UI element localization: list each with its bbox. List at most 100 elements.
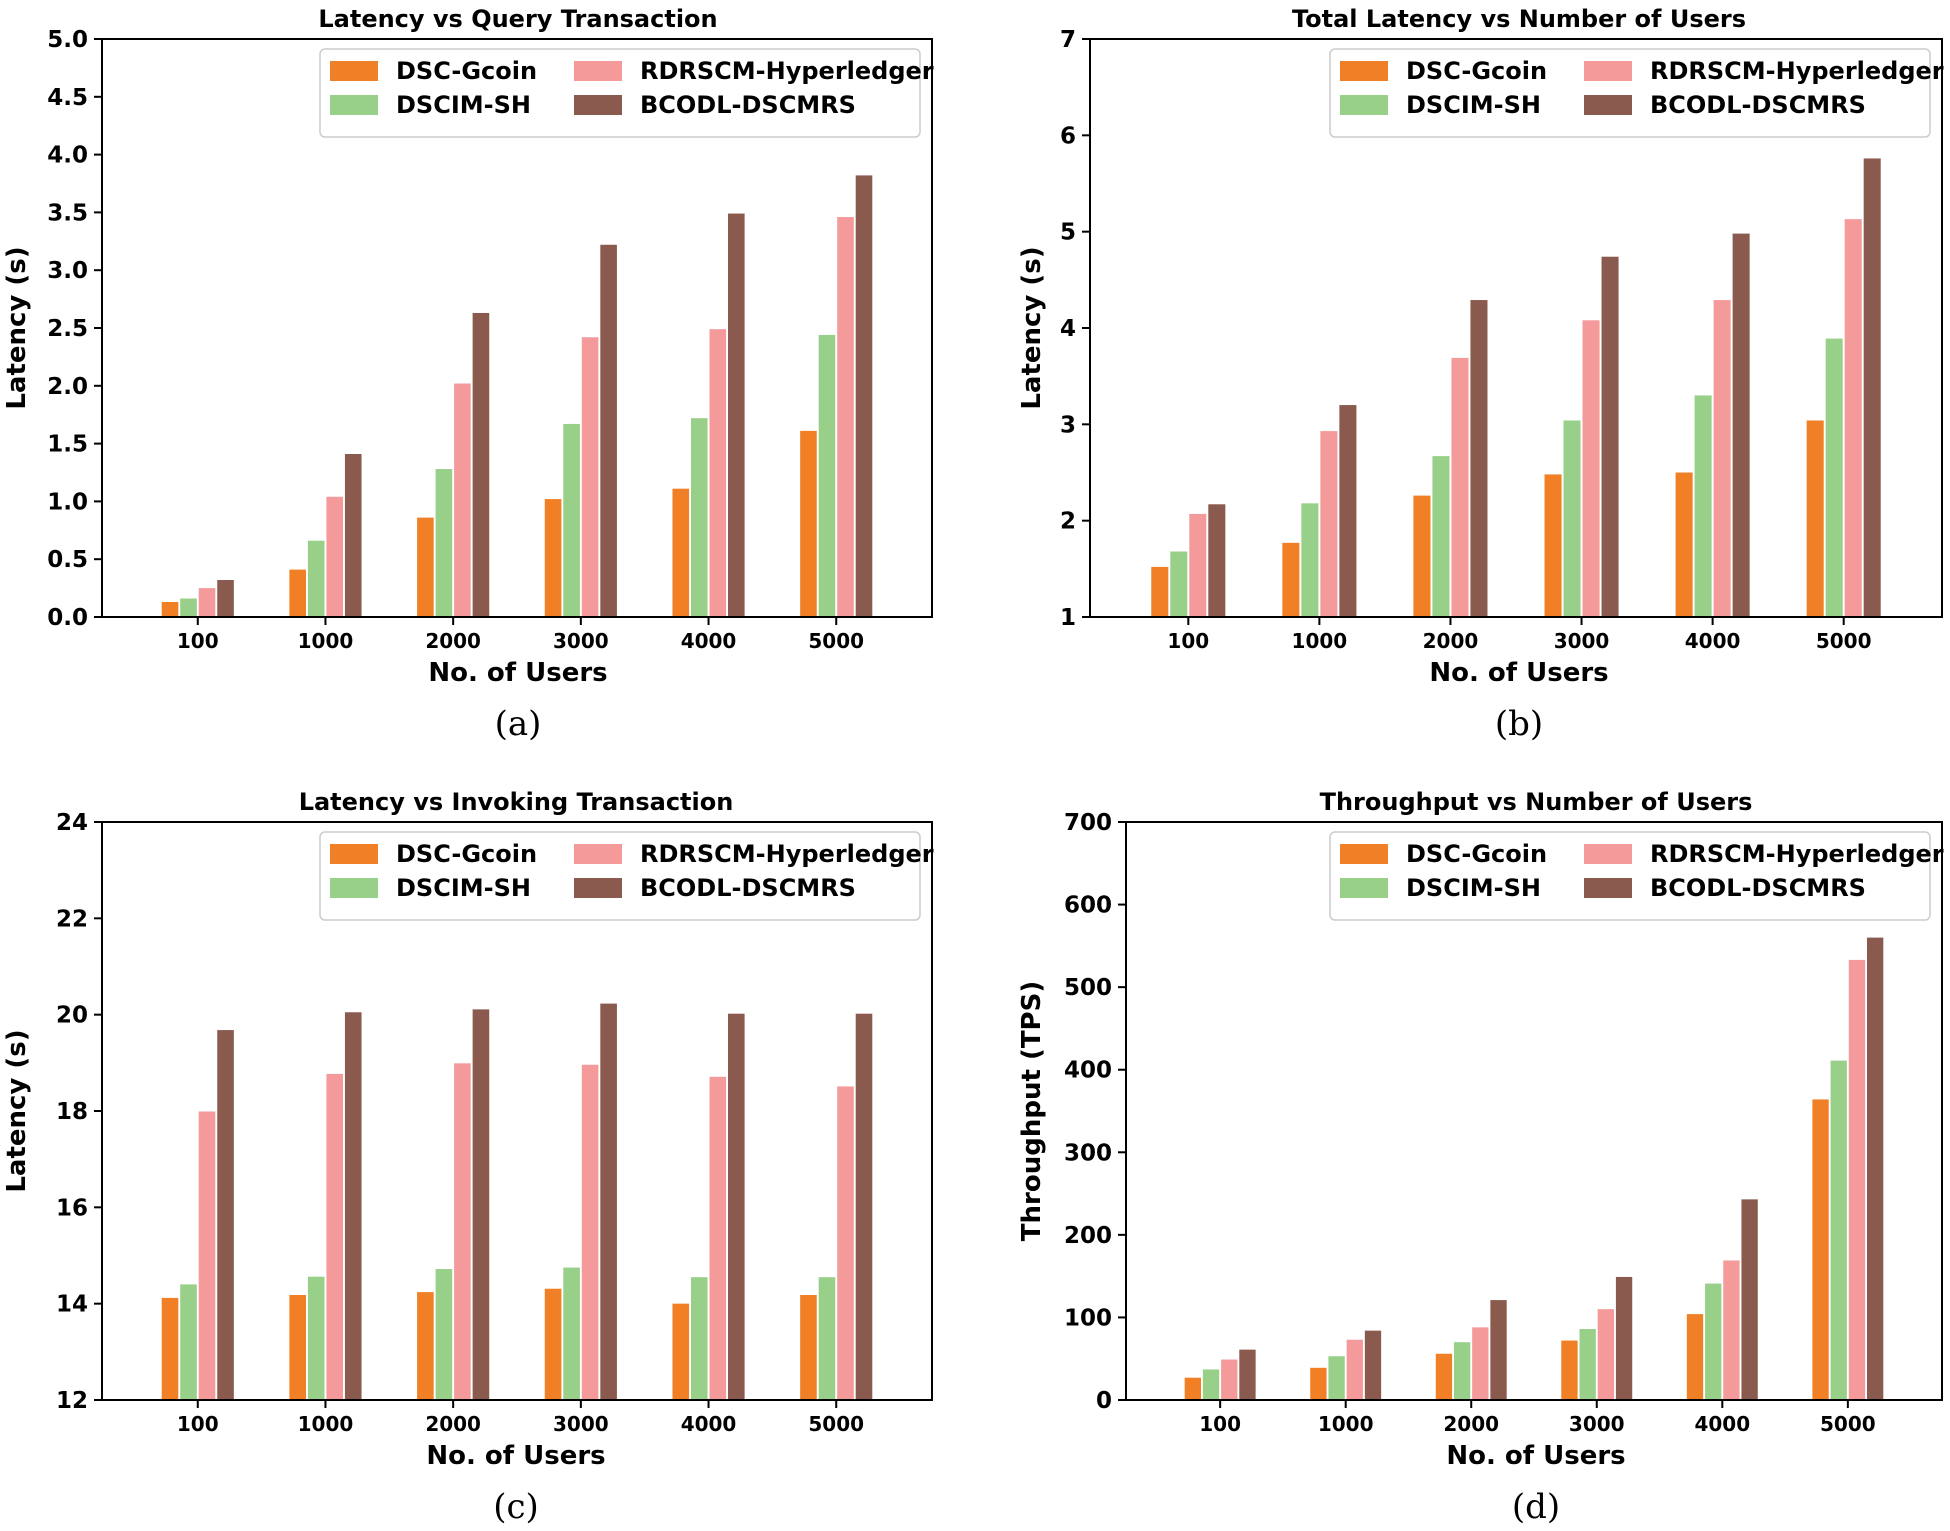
- chart-title: Latency vs Query Transaction: [318, 5, 717, 33]
- bar-bcodl-dscmrs: [1732, 233, 1750, 618]
- x-tick-label: 3000: [1554, 629, 1610, 653]
- legend-swatch-rdrscm-hyperledger: [1584, 61, 1632, 81]
- y-tick-label: 600: [1064, 893, 1112, 919]
- x-tick-label: 2000: [425, 1412, 481, 1436]
- y-tick-label: 3.0: [47, 258, 88, 284]
- y-tick-label: 1.5: [47, 432, 88, 458]
- chart-panel-a: Latency vs Query Transaction 0.0 0.5 1.0 1.…: [2, 5, 934, 744]
- legend-swatch-rdrscm-hyperledger: [1584, 844, 1632, 864]
- bar-dscim-sh: [1170, 551, 1188, 617]
- legend: DSC-Gcoin RDRSCM-Hyperledger DSCIM-SH BCODL…: [1329, 831, 1944, 921]
- bar-bcodl-dscmrs: [728, 213, 745, 617]
- bar-dsc-gcoin: [1812, 1099, 1829, 1400]
- y-tick-label: 4.5: [47, 85, 88, 111]
- bar-rdrscm-hyperledger: [454, 1063, 471, 1400]
- legend-label-dsc-gcoin: DSC-Gcoin: [396, 57, 537, 85]
- legend-swatch-rdrscm-hyperledger: [574, 844, 622, 864]
- bar-dscim-sh: [563, 423, 580, 617]
- bar-rdrscm-hyperledger: [1582, 320, 1600, 617]
- y-axis-label: Latency (s): [2, 246, 32, 409]
- bar-bcodl-dscmrs: [1490, 1300, 1507, 1400]
- bar-bcodl-dscmrs: [344, 1012, 362, 1400]
- y-tick-label: 200: [1064, 1223, 1112, 1249]
- legend-swatch-dscim-sh: [330, 95, 378, 115]
- y-tick-label: 12: [56, 1388, 88, 1414]
- bar-bcodl-dscmrs: [728, 1013, 745, 1400]
- y-tick-label: 4.0: [47, 143, 88, 169]
- y-tick-label: 6: [1060, 123, 1076, 149]
- bar-bcodl-dscmrs: [855, 1013, 873, 1400]
- x-tick-label: 1000: [1292, 629, 1348, 653]
- y-tick-label: 14: [56, 1292, 88, 1318]
- bar-dsc-gcoin: [1151, 566, 1169, 617]
- bar-rdrscm-hyperledger: [454, 383, 471, 617]
- legend-swatch-dscim-sh: [330, 878, 378, 898]
- legend-label-dscim-sh: DSCIM-SH: [396, 874, 531, 902]
- bar-dscim-sh: [1328, 1356, 1345, 1400]
- legend-box: [319, 48, 921, 138]
- legend-label-rdrscm-hyperledger: RDRSCM-Hyperledger: [640, 840, 934, 868]
- bar-dscim-sh: [1202, 1369, 1220, 1400]
- bar-dscim-sh: [180, 1284, 197, 1400]
- legend-swatch-rdrscm-hyperledger: [574, 61, 622, 81]
- bar-rdrscm-hyperledger: [326, 1073, 344, 1400]
- y-tick-label: 0: [1096, 1388, 1112, 1414]
- bar-dsc-gcoin: [1561, 1340, 1578, 1400]
- legend: DSC-Gcoin RDRSCM-Hyperledger DSCIM-SH BCODL…: [319, 831, 934, 921]
- legend: DSC-Gcoin RDRSCM-Hyperledger DSCIM-SH BCODL…: [1329, 48, 1944, 138]
- legend-swatch-dscim-sh: [1340, 878, 1388, 898]
- bar-dscim-sh: [690, 1277, 708, 1400]
- y-axis-label: Latency (s): [2, 1029, 32, 1192]
- bar-rdrscm-hyperledger: [1848, 959, 1866, 1400]
- legend-label-dscim-sh: DSCIM-SH: [396, 91, 531, 119]
- bar-dsc-gcoin: [289, 569, 306, 617]
- bar-dscim-sh: [307, 540, 325, 617]
- y-tick-label: 1.0: [47, 489, 88, 515]
- bar-dscim-sh: [1705, 1283, 1722, 1400]
- bar-bcodl-dscmrs: [1239, 1349, 1256, 1400]
- plot-area: 0 100 200 300 400 500 600 700 100 1000 2000 3000 400…: [1064, 810, 1943, 1436]
- legend-box: [1329, 48, 1931, 138]
- bar-dsc-gcoin: [161, 601, 179, 617]
- bar-dscim-sh: [435, 1268, 453, 1400]
- axes-frame: [1125, 821, 1943, 1401]
- bar-dscim-sh: [1830, 1060, 1847, 1400]
- y-tick-label: 18: [56, 1099, 88, 1125]
- bar-rdrscm-hyperledger: [1723, 1260, 1740, 1400]
- bar-bcodl-dscmrs: [1339, 405, 1357, 617]
- bar-dscim-sh: [307, 1276, 325, 1400]
- x-axis-label: No. of Users: [1446, 1441, 1625, 1471]
- bar-rdrscm-hyperledger: [709, 329, 727, 617]
- chart-panel-d: Throughput vs Number of Users 0 100 200 300…: [1017, 788, 1944, 1527]
- figure-caption: (a): [495, 704, 542, 744]
- bar-rdrscm-hyperledger: [1597, 1309, 1615, 1400]
- legend-label-dsc-gcoin: DSC-Gcoin: [1406, 840, 1547, 868]
- legend-label-rdrscm-hyperledger: RDRSCM-Hyperledger: [1650, 57, 1944, 85]
- chart-panel-b: Total Latency vs Number of Users 1 2 3 4 5 6 7…: [1017, 5, 1944, 744]
- x-tick-label: 5000: [1816, 629, 1872, 653]
- bar-dsc-gcoin: [1544, 474, 1562, 617]
- bar-rdrscm-hyperledger: [1189, 513, 1207, 617]
- legend-swatch-dsc-gcoin: [330, 61, 378, 81]
- x-tick-label: 1000: [1318, 1412, 1374, 1436]
- bar-dsc-gcoin: [1686, 1314, 1704, 1400]
- bar-bcodl-dscmrs: [600, 1003, 617, 1400]
- legend-swatch-bcodl-dscmrs: [1584, 878, 1632, 898]
- bar-dscim-sh: [563, 1267, 580, 1400]
- bar-bcodl-dscmrs: [1601, 256, 1619, 617]
- x-tick-label: 5000: [808, 1412, 864, 1436]
- bar-bcodl-dscmrs: [1866, 937, 1884, 1400]
- bar-rdrscm-hyperledger: [1346, 1339, 1363, 1400]
- legend-label-dscim-sh: DSCIM-SH: [1406, 874, 1541, 902]
- y-tick-label: 24: [56, 810, 88, 836]
- x-tick-label: 4000: [681, 629, 737, 653]
- y-tick-label: 2.5: [47, 316, 88, 342]
- x-tick-label: 2000: [425, 629, 481, 653]
- y-tick-label: 400: [1064, 1058, 1112, 1084]
- bar-bcodl-dscmrs: [1470, 300, 1488, 617]
- y-tick-label: 7: [1060, 27, 1076, 53]
- bar-bcodl-dscmrs: [217, 580, 234, 617]
- plot-area: 12 14 16 18 20 22 24 100 1000 2000 3000 4000 5000: [56, 810, 933, 1436]
- bar-dscim-sh: [818, 1277, 836, 1400]
- bar-rdrscm-hyperledger: [1320, 431, 1338, 617]
